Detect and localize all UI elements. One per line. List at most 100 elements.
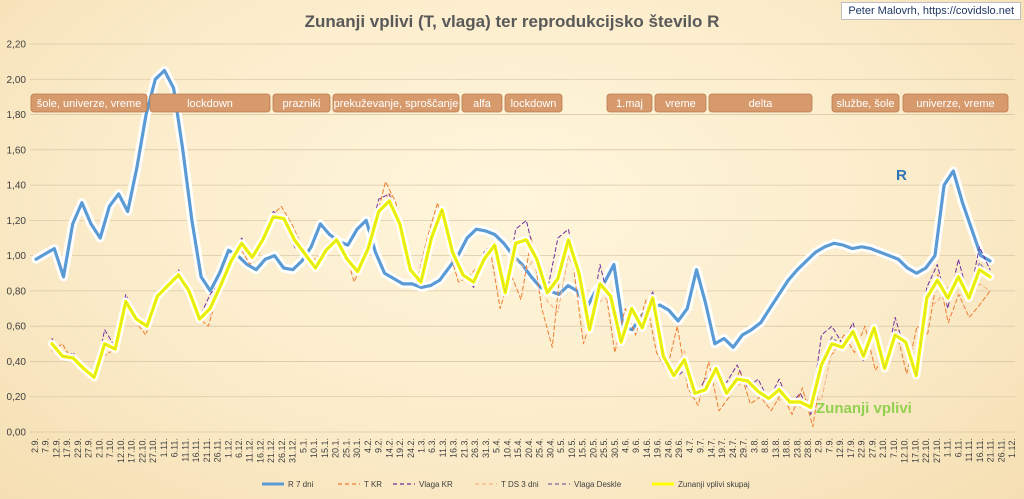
x-tick-label: 12.9. bbox=[51, 438, 61, 458]
x-tick-label: 6.3. bbox=[427, 438, 437, 453]
x-tick-label: 21.11. bbox=[202, 438, 212, 462]
x-tick-label: 2.9. bbox=[814, 438, 824, 453]
banner bbox=[272, 93, 331, 113]
x-tick-label: 24.7. bbox=[728, 438, 738, 458]
x-tick-label: 7.9. bbox=[824, 438, 834, 453]
x-tick-label: 23.8. bbox=[792, 438, 802, 458]
legend-label: T KR bbox=[364, 480, 382, 489]
x-tick-label: 1.12. bbox=[223, 438, 233, 458]
x-tick-label: 24.6. bbox=[663, 438, 673, 458]
x-tick-label: 14.2. bbox=[384, 438, 394, 458]
y-tick-label: 0,80 bbox=[7, 286, 27, 297]
x-tick-label: 29.6. bbox=[674, 438, 684, 458]
y-tick-label: 2,00 bbox=[7, 75, 27, 86]
banner bbox=[332, 93, 460, 113]
x-tick-label: 27.9. bbox=[867, 438, 877, 458]
x-tick-label: 8.8. bbox=[760, 438, 770, 453]
banner-label: službe, šole bbox=[836, 98, 894, 110]
x-tick-label: 16.3. bbox=[449, 438, 459, 458]
x-tick-label: 4.6. bbox=[620, 438, 630, 453]
x-tick-label: 15.1. bbox=[320, 438, 330, 458]
x-tick-label: 12.10. bbox=[900, 438, 910, 463]
annotation-r: R bbox=[896, 167, 907, 184]
y-tick-label: 0,60 bbox=[7, 322, 27, 333]
x-tick-label: 7.10. bbox=[105, 438, 115, 458]
series-line bbox=[51, 191, 991, 408]
chart-title: Zunanji vplivi (T, vlaga) ter reprodukci… bbox=[305, 12, 720, 31]
x-tick-label: 24.2. bbox=[406, 438, 416, 458]
banner bbox=[902, 93, 1009, 113]
x-tick-label: 4.7. bbox=[685, 438, 695, 453]
x-tick-label: 31.3. bbox=[481, 438, 491, 458]
banner bbox=[708, 93, 813, 113]
x-tick-label: 31.12. bbox=[288, 438, 298, 463]
banner-label: vreme bbox=[665, 98, 696, 110]
x-tick-label: 11.11. bbox=[964, 438, 974, 462]
x-tick-label: 5.1. bbox=[298, 438, 308, 453]
x-tick-label: 26.12. bbox=[277, 438, 287, 463]
banner-label: prekuževanje, sproščanje bbox=[334, 98, 459, 110]
banner-label: prazniki bbox=[283, 98, 321, 110]
legend-label: R 7 dni bbox=[288, 480, 314, 489]
x-tick-label: 22.10. bbox=[137, 438, 147, 463]
banner-label: lockdown bbox=[187, 98, 233, 110]
x-tick-label: 15.4. bbox=[513, 438, 523, 458]
x-tick-label: 1.3. bbox=[417, 438, 427, 453]
x-tick-label: 10.1. bbox=[309, 438, 319, 458]
x-tick-label: 12.10. bbox=[116, 438, 126, 463]
credit-text[interactable]: Peter Malovrh, https://covidslo.net bbox=[848, 5, 1014, 17]
banner-label: univerze, vreme bbox=[916, 98, 994, 110]
x-tick-label: 25.1. bbox=[341, 438, 351, 458]
x-tick-label: 22.9. bbox=[857, 438, 867, 458]
x-tick-label: 17.9. bbox=[62, 438, 72, 458]
x-tick-label: 9.7. bbox=[696, 438, 706, 453]
x-tick-label: 27.9. bbox=[84, 438, 94, 458]
x-tick-label: 20.1. bbox=[331, 438, 341, 458]
x-tick-label: 30.1. bbox=[352, 438, 362, 458]
credit-box: Peter Malovrh, https://covidslo.net bbox=[841, 2, 1021, 20]
y-tick-label: 1,60 bbox=[7, 145, 27, 156]
banner bbox=[30, 93, 148, 113]
x-tick-label: 19.2. bbox=[395, 438, 405, 458]
x-tick-label: 30.4. bbox=[545, 438, 555, 458]
x-tick-label: 11.12. bbox=[245, 438, 255, 462]
series-outline bbox=[51, 200, 991, 408]
x-tick-label: 17.9. bbox=[846, 438, 856, 458]
y-tick-label: 0,40 bbox=[7, 357, 27, 368]
x-tick-label: 26.11. bbox=[996, 438, 1006, 462]
x-tick-label: 19.6. bbox=[653, 438, 663, 458]
x-tick-labels: 2.9. 7.9. 12.9. 17.9. 22.9. 27.9. 2.10. 7.10. 12… bbox=[30, 438, 1017, 463]
x-tick-label: 7.9. bbox=[41, 438, 51, 453]
x-tick-label: 17.10. bbox=[127, 438, 137, 463]
x-tick-label: 2.9. bbox=[30, 438, 40, 453]
x-tick-label: 10.5. bbox=[567, 438, 577, 458]
series-line bbox=[51, 181, 991, 428]
banner bbox=[504, 93, 563, 113]
y-tick-label: 0,20 bbox=[7, 392, 27, 403]
x-tick-label: 20.5. bbox=[588, 438, 598, 458]
legend: R 7 dni T KR Vlaga KR T DS 3 dni Vlaga Deskl… bbox=[262, 480, 750, 489]
legend-label: Zunanji vplivi skupaj bbox=[678, 480, 750, 489]
banner-label: delta bbox=[749, 98, 774, 110]
x-tick-label: 6.11. bbox=[170, 438, 180, 457]
x-tick-label: 21.12. bbox=[266, 438, 276, 463]
annotation-zunanji-vplivi: Zunanji vplivi bbox=[816, 400, 912, 417]
x-tick-label: 16.12. bbox=[255, 438, 265, 463]
x-tick-label: 26.11. bbox=[213, 438, 223, 462]
x-tick-label: 29.7. bbox=[739, 438, 749, 458]
x-tick-label: 21.11. bbox=[986, 438, 996, 462]
x-tick-label: 16.11. bbox=[975, 438, 985, 462]
x-tick-label: 13.8. bbox=[771, 438, 781, 458]
y-tick-label: 1,80 bbox=[7, 110, 27, 121]
legend-label: Vlaga KR bbox=[419, 480, 453, 489]
x-tick-label: 2.10. bbox=[878, 438, 888, 458]
x-tick-label: 10.4. bbox=[502, 438, 512, 458]
x-tick-label: 18.8. bbox=[782, 438, 792, 458]
banner-label: lockdown bbox=[511, 98, 557, 110]
banner bbox=[461, 93, 503, 113]
x-tick-label: 12.9. bbox=[835, 438, 845, 458]
x-tick-label: 15.5. bbox=[578, 438, 588, 458]
x-tick-label: 22.10. bbox=[921, 438, 931, 463]
legend-label: T DS 3 dni bbox=[501, 480, 539, 489]
